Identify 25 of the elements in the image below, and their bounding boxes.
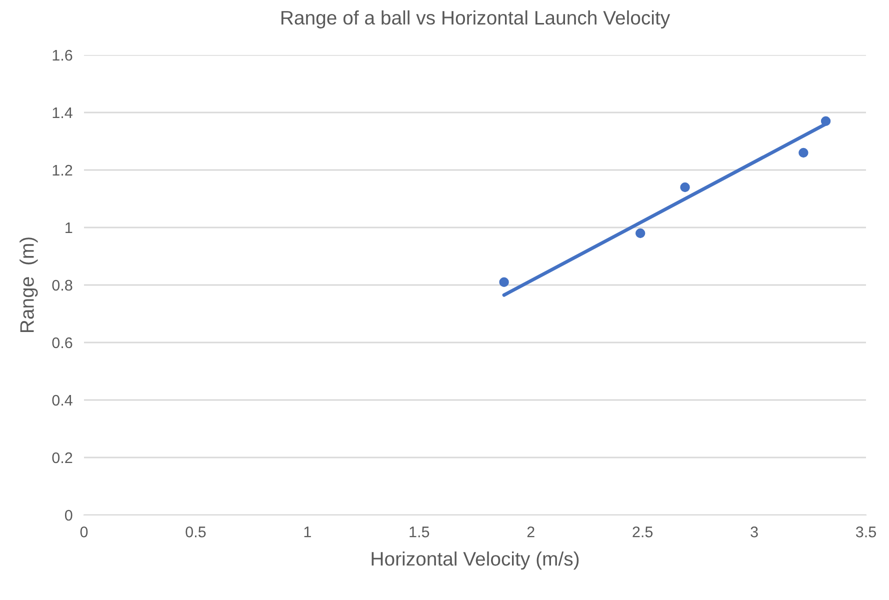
- point: [635, 228, 646, 238]
- y-axis-title: Range (m): [20, 238, 38, 332]
- y-tick-label: 1.2: [52, 164, 72, 176]
- y-tick-label: 1: [66, 222, 72, 234]
- point: [680, 182, 690, 192]
- x-tick-label: 0.5: [186, 526, 206, 538]
- y-tick-label: 1.4: [52, 108, 72, 118]
- point: [499, 277, 509, 287]
- x-tick-label: 2: [527, 526, 534, 538]
- x-tick-label: 0: [80, 526, 88, 538]
- y-tick-label: 1.6: [52, 50, 72, 61]
- chart-title: Range of a ball vs Horizontal Launch Velocity: [282, 10, 670, 28]
- x-tick-label: 1: [304, 526, 311, 538]
- y-tick-label: 0.8: [52, 280, 72, 291]
- y-tick-label: 0.6: [52, 337, 72, 348]
- y-tick-label: 0.4: [52, 394, 72, 406]
- y-tick-label: 0.2: [52, 452, 72, 464]
- point: [798, 148, 808, 158]
- x-tick-label: 1.5: [410, 526, 430, 538]
- y-tick-label: 0: [64, 510, 72, 521]
- x-axis-title: Horizontal Velocity (m/s): [372, 551, 579, 570]
- x-tick-label: 2.5: [632, 526, 653, 538]
- point: [820, 116, 831, 126]
- x-tick-label: 3.5: [856, 526, 876, 538]
- x-tick-label: 3: [750, 526, 758, 538]
